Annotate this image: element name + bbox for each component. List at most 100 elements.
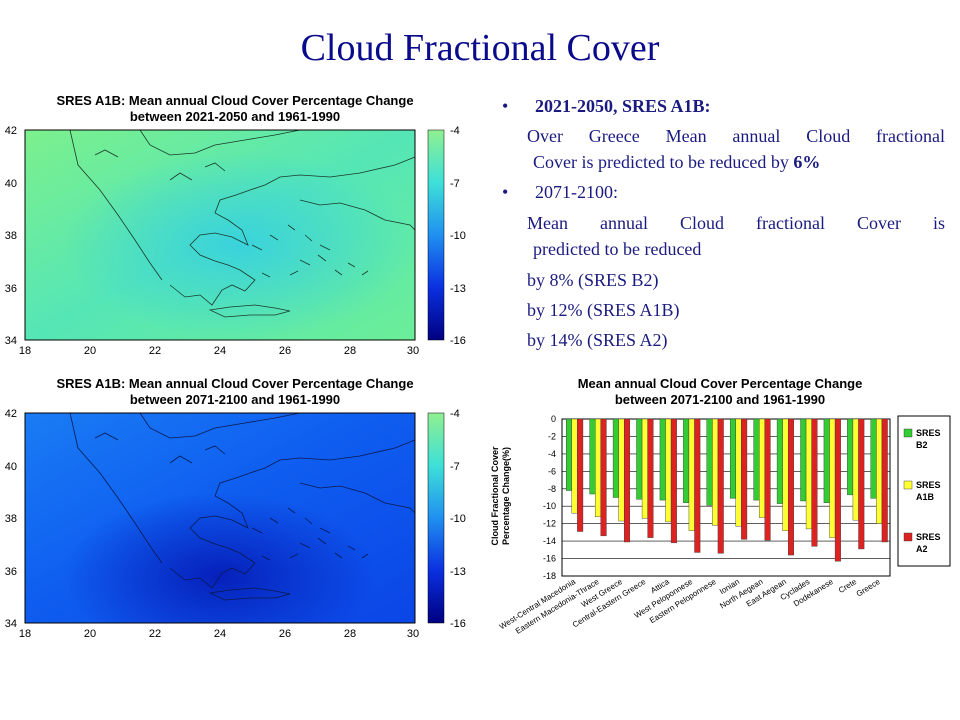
y-tick-label: -4 <box>548 449 556 459</box>
y-tick: 40 <box>5 461 17 473</box>
y-tick: 40 <box>5 178 17 190</box>
bar-sres-b2 <box>636 418 643 500</box>
map-panel-2071-2100: SRES A1B: Mean annual Cloud Cover Percen… <box>0 368 470 658</box>
bar-sres-a2 <box>600 418 607 537</box>
sub-b2: by 8% (SRES B2) <box>527 270 659 290</box>
legend-swatch <box>903 480 913 490</box>
x-tick: 28 <box>344 345 356 357</box>
y-tick: 36 <box>5 283 17 295</box>
bar-sres-a1b <box>759 418 766 518</box>
y-tick: 42 <box>5 408 17 420</box>
colorbar-tick: -10 <box>450 230 466 242</box>
colorbar-tick: -10 <box>450 513 466 525</box>
colorbar-tick: -16 <box>450 618 466 630</box>
y-tick: 34 <box>5 618 17 630</box>
x-tick: 22 <box>149 628 161 640</box>
y-tick-label: -6 <box>548 466 556 476</box>
bar-sres-b2 <box>659 418 666 501</box>
coastline <box>69 412 416 601</box>
map-title: SRES A1B: Mean annual Cloud Cover Percen… <box>0 93 470 125</box>
bar-sres-a2 <box>788 418 795 556</box>
x-tick: 28 <box>344 628 356 640</box>
y-axis-label-line2: Percentage Change(%) <box>501 447 511 545</box>
bar-sres-a2 <box>741 418 748 540</box>
y-tick: 36 <box>5 566 17 578</box>
map-title-line2: between 2071-2100 and 1961-1990 <box>129 392 341 407</box>
bar-sres-a2 <box>670 418 677 544</box>
y-tick-label: -8 <box>548 484 556 494</box>
bar-sres-a2 <box>647 418 654 538</box>
x-tick: 18 <box>19 345 31 357</box>
x-tick: 24 <box>214 345 226 357</box>
map-panel-2021-2050: SRES A1B: Mean annual Cloud Cover Percen… <box>0 85 470 375</box>
chart-title-line2: between 2071-2100 and 1961-1990 <box>615 392 825 407</box>
y-tick: 38 <box>5 230 17 242</box>
bar-sres-a2 <box>764 418 771 541</box>
colorbar-tick: -7 <box>450 178 460 190</box>
bullet-2-line2: predicted to be reduced <box>533 239 702 259</box>
bar-sres-a1b <box>595 418 602 517</box>
y-tick-label: -18 <box>543 571 556 581</box>
y-tick-label: -12 <box>543 519 556 529</box>
legend-label: SRES A1B <box>916 480 941 502</box>
map-axes <box>24 412 416 624</box>
bar-sres-b2 <box>612 418 619 498</box>
colorbar-tick: -13 <box>450 283 466 295</box>
bar-sres-a2 <box>624 418 631 543</box>
bullet-1-line2: Cover is predicted to be reduced by 6% <box>533 152 821 172</box>
x-tick: 22 <box>149 345 161 357</box>
bar-sres-a1b <box>852 418 859 521</box>
bar-sres-a1b <box>688 418 695 531</box>
slide-title: Cloud Fractional Cover <box>300 27 660 69</box>
y-axis-label-line1: Cloud Fractional Cover <box>490 446 500 546</box>
bar-sres-a2 <box>858 418 865 550</box>
bar-sres-b2 <box>776 418 783 504</box>
coastline <box>69 129 416 318</box>
bar-sres-b2 <box>753 418 760 501</box>
x-tick-label: Greece <box>855 577 882 599</box>
bar-sres-b2 <box>847 418 854 496</box>
bar-sres-a2 <box>811 418 818 547</box>
y-tick: 34 <box>5 335 17 347</box>
chart-title-line1: Mean annual Cloud Cover Percentage Chang… <box>578 376 863 391</box>
legend-swatch <box>903 532 913 542</box>
map-title-line2: between 2021-2050 and 1961-1990 <box>129 109 341 124</box>
map-axes <box>24 129 416 341</box>
map-figure: 18 20 22 24 26 28 30 42 40 38 36 34 -4 -… <box>5 408 466 640</box>
x-tick: 30 <box>407 628 419 640</box>
bar-sres-a1b <box>876 418 883 524</box>
bar-sres-b2 <box>589 418 596 495</box>
bullet-dot: • <box>502 96 509 116</box>
map-title-line1: SRES A1B: Mean annual Cloud Cover Percen… <box>56 376 414 391</box>
bar-sres-a1b <box>641 418 648 519</box>
bar-sres-b2 <box>730 418 736 499</box>
bar-sres-a1b <box>782 418 789 531</box>
legend-swatch <box>903 428 913 438</box>
x-tick: 18 <box>19 628 31 640</box>
y-tick-label: -16 <box>543 554 556 564</box>
x-tick: 20 <box>84 345 96 357</box>
bar-sres-a2 <box>577 418 584 532</box>
bullet-2-line1: Mean annual Cloud fractional Cover is <box>527 213 945 233</box>
colorbar-tick: -13 <box>450 566 466 578</box>
bar-sres-a2 <box>694 418 701 553</box>
y-tick: 38 <box>5 513 17 525</box>
bullet-dot: • <box>502 182 509 202</box>
y-tick-label: 0 <box>551 414 556 424</box>
bar-sres-b2 <box>870 418 877 499</box>
bar-chart: Mean annual Cloud Cover Percentage Chang… <box>490 376 951 636</box>
sub-a1b: by 12% (SRES A1B) <box>527 300 680 320</box>
bullet-1-line1: Over Greece Mean annual Cloud fractional <box>527 126 945 146</box>
bar-sres-a2 <box>881 418 888 543</box>
y-tick: 42 <box>5 125 17 137</box>
legend-label: SRES A2 <box>916 532 941 554</box>
colorbar-tick: -4 <box>450 408 460 420</box>
x-tick: 26 <box>279 628 291 640</box>
bar-sres-b2 <box>566 418 572 491</box>
x-tick: 24 <box>214 628 226 640</box>
colorbar <box>427 412 445 624</box>
bar-sres-a1b <box>805 418 812 530</box>
sub-a2: by 14% (SRES A2) <box>527 330 668 350</box>
bar-sres-b2 <box>823 418 830 503</box>
colorbar-tick: -16 <box>450 335 466 347</box>
